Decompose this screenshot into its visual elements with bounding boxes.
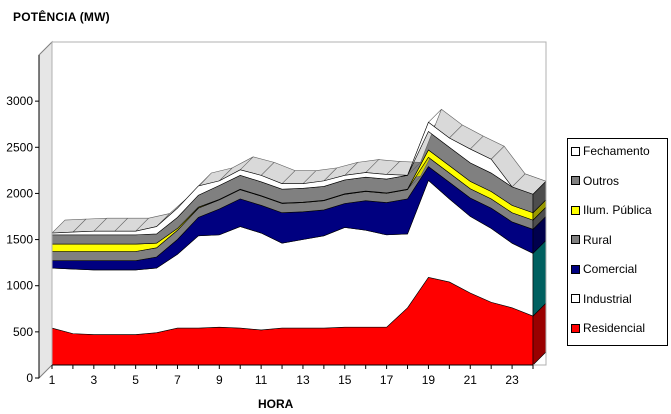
legend: Fechamento Outros Ilum. Pública Rural Comerc… [567,138,668,346]
legend-item-rural: Rural [571,232,612,248]
legend-label: Ilum. Pública [583,203,652,217]
legend-swatch [571,235,580,244]
x-tick-label: 11 [255,373,268,387]
x-axis-label: HORA [258,397,294,411]
legend-swatch [571,146,580,156]
x-tick-label: 15 [338,373,352,387]
x-tick-label: 21 [464,373,478,387]
x-tick-label: 1 [49,373,56,387]
side-wall [38,40,53,380]
chart-title: POTÊNCIA (MW) [13,10,110,24]
legend-item-ilum-publica: Ilum. Pública [571,202,652,218]
back-wall [51,41,547,366]
x-tick-label: 5 [132,373,139,387]
legend-item-residencial: Residencial [571,320,645,336]
legend-swatch [571,176,580,185]
y-tick-label: 1500 [6,233,33,247]
x-tick-label: 17 [380,373,394,387]
y-tick-label: 2000 [6,186,33,200]
legend-label: Comercial [583,262,638,276]
x-tick-label: 19 [422,373,436,387]
axes [35,40,547,380]
y-tick-label: 0 [26,371,33,385]
x-tick-label: 9 [216,373,223,387]
legend-item-industrial: Industrial [571,291,632,307]
legend-swatch [571,205,580,215]
legend-label: Industrial [583,291,632,306]
area-fechamento [51,121,534,236]
x-tick-label: 23 [505,373,519,387]
legend-label: Fechamento [583,144,650,158]
legend-item-outros: Outros [571,173,619,189]
legend-label: Rural [583,232,612,247]
y-tick-label: 500 [13,325,33,339]
legend-item-fechamento: Fechamento [571,143,650,159]
x-tick-label: 3 [90,373,97,387]
legend-swatch [571,264,580,274]
legend-item-comercial: Comercial [571,261,637,277]
x-tick-label: 13 [296,373,310,387]
x-tick-label: 7 [174,373,181,387]
area-layers [51,108,547,366]
legend-swatch [571,294,580,303]
legend-label: Outros [583,173,620,188]
legend-label: Residencial [583,321,646,335]
legend-swatch [571,323,580,333]
y-tick-label: 2500 [6,140,33,154]
y-tick-label: 3000 [6,94,33,108]
y-tick-label: 1000 [6,279,33,293]
